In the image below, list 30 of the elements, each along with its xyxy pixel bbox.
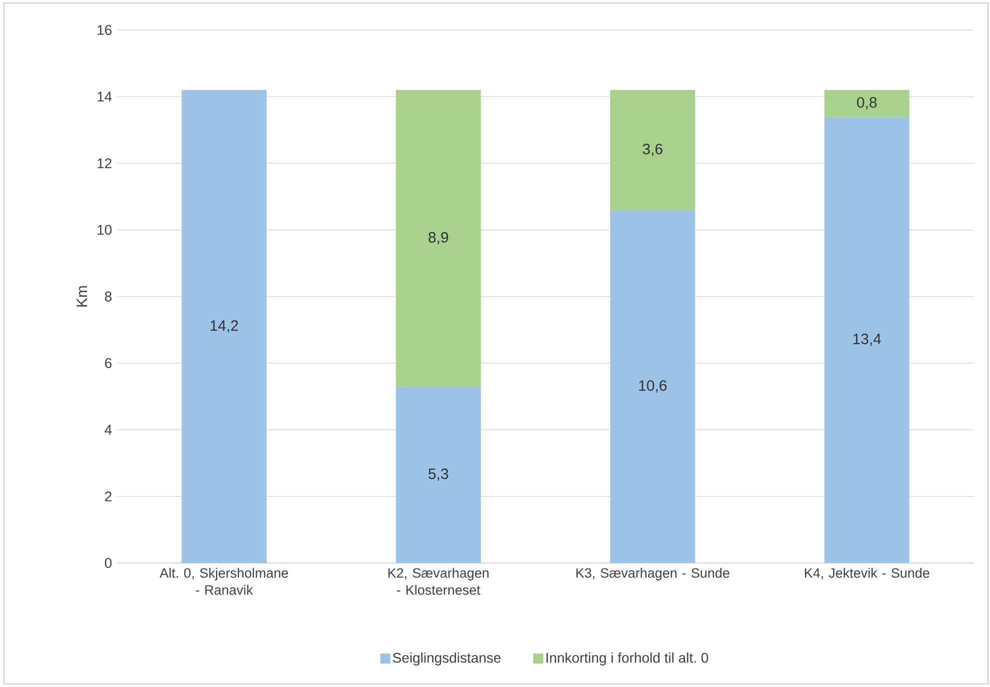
y-tick-label: 2 [105,491,112,502]
data-label: 14,2 [210,320,238,333]
bar [824,116,910,563]
y-tick-label: 6 [105,358,112,368]
y-tick-label: 14 [98,92,112,102]
y-tick-label: 12 [98,158,112,168]
bar [824,90,910,117]
y-tick-label: 10 [98,224,112,235]
x-tick-label: K4, Jektevik - Sunde [804,568,930,580]
data-label: 3,6 [642,144,662,156]
y-tick-label: 4 [104,424,112,435]
y-tick-label: 16 [98,25,112,35]
bar [610,210,696,563]
bar [396,386,481,563]
data-label: 13,4 [853,334,882,346]
bar [610,90,696,210]
data-label: 0,8 [857,97,877,110]
y-tick-label: 0 [104,558,112,568]
bar [182,90,267,563]
y-tick-label: 8 [104,292,112,302]
bar [396,90,481,386]
data-label: 10,6 [639,380,667,393]
legend-label: Seiglingsdistanse [392,652,501,666]
legend-label: Innkorting i forhold til alt. 0 [546,652,708,666]
x-tick-label: K2, Sævarhagen - Klosterneset [388,568,489,595]
x-tick-label: K3, Sævarhagen - Sunde [576,568,730,580]
x-tick-label: Alt. 0, Skjersholmane - Ranavik [160,568,288,595]
data-label: 5,3 [428,468,448,481]
data-label: 8,9 [428,232,448,244]
y-axis-title: Km [76,286,88,307]
